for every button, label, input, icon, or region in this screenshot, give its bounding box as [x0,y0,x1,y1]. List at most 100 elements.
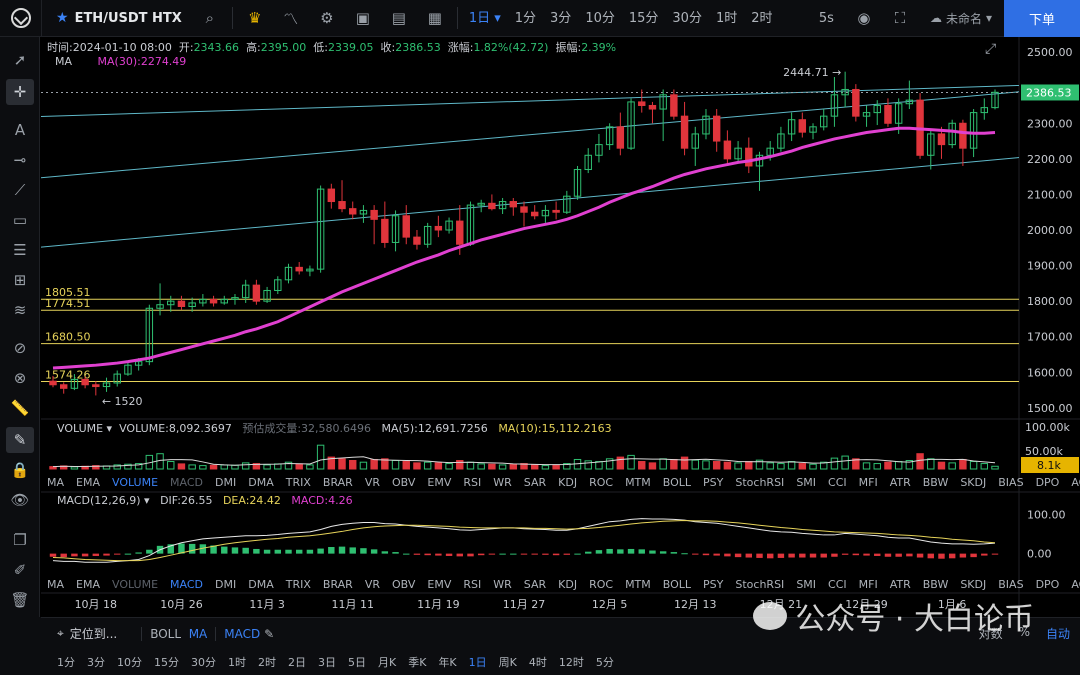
period-10[interactable]: 月K [378,656,397,669]
interval-2[interactable]: 3分 [550,10,572,26]
indicator-tab-volume[interactable]: VOLUME [111,475,159,489]
indicator-tab-stochrsi[interactable]: StochRSI [735,577,785,591]
period-17[interactable]: 5分 [595,656,614,669]
indicator-tab-kdj[interactable]: KDJ [558,475,578,489]
indicator-tab-kdj[interactable]: KDJ [558,577,578,591]
indicator-chart-icon[interactable]: 〽 [283,9,299,28]
period-14[interactable]: 周K [498,656,517,669]
period-12[interactable]: 年K [438,656,457,669]
indicator-tab-vr[interactable]: VR [364,577,380,591]
indicator-tab-bias[interactable]: BIAS [998,577,1024,591]
indicator-tab-obv[interactable]: OBV [392,475,416,489]
period-11[interactable]: 季K [408,656,427,669]
indicator-tab-dmi[interactable]: DMI [215,577,237,591]
layout-name-dropdown[interactable]: ☁ 未命名 ▾ [918,10,1004,27]
indicator-tab-stochrsi[interactable]: StochRSI [735,475,785,489]
indicator-tab-vr[interactable]: VR [364,475,380,489]
macd-toggle[interactable]: MACD [224,626,261,641]
auto-scale-toggle[interactable]: 自动 [1045,627,1070,641]
indicator-tab-ao[interactable]: AO [1071,475,1080,489]
indicator-tab-atr[interactable]: ATR [889,577,911,591]
indicator-tab-volume[interactable]: VOLUME [111,577,159,591]
indicator-tab-dma[interactable]: DMA [248,475,274,489]
volume-legend[interactable]: VOLUME ▾ VOLUME:8,092.3697 预估成交量:32,580.… [57,422,612,435]
indicator-tab-obv[interactable]: OBV [392,577,416,591]
indicator-tab-mtm[interactable]: MTM [625,475,651,489]
period-0[interactable]: 1分 [57,656,75,669]
crosshair-icon[interactable]: ✛ [6,79,34,105]
cursor-arrow-icon[interactable]: ➚ [13,51,27,69]
indicator-tab-psy[interactable]: PSY [703,577,724,591]
visibility-icon[interactable]: 👁 [10,491,30,509]
indicator-tab-psy[interactable]: PSY [703,475,724,489]
fibonacci-icon[interactable]: ⊞ [13,271,27,289]
indicator-tab-bbw[interactable]: BBW [922,577,949,591]
interval-1[interactable]: 1分 [514,10,537,26]
text-tool-icon[interactable]: A [14,121,26,139]
indicator-tab-dmi[interactable]: DMI [215,475,237,489]
indicator-tab-dma[interactable]: DMA [248,577,274,591]
period-4[interactable]: 30分 [191,656,216,669]
pattern-icon[interactable]: ≋ [13,301,27,319]
interval-6[interactable]: 1时 [715,10,738,26]
interval-7[interactable]: 2时 [751,10,773,26]
period-9[interactable]: 5日 [348,656,366,669]
parallel-channel-icon[interactable]: ☰ [13,241,27,259]
indicator-tab-skdj[interactable]: SKDJ [960,577,987,591]
indicator-tab-roc[interactable]: ROC [589,475,614,489]
period-13[interactable]: 1日 [468,656,487,669]
app-logo[interactable] [0,0,42,37]
trend-line-icon[interactable]: ⟋ [14,181,26,199]
indicator-tab-mfi[interactable]: MFI [858,577,878,591]
period-2[interactable]: 10分 [117,656,142,669]
indicator-tab-emv[interactable]: EMV [427,577,452,591]
symbol-selector[interactable]: ★ ETH/USDT HTX [42,10,192,26]
indicator-tab-mtm[interactable]: MTM [625,577,651,591]
indicator-tab-smi[interactable]: SMI [796,577,817,591]
indicator-tab-ma[interactable]: MA [47,577,65,591]
indicator-tab-ema[interactable]: EMA [76,475,100,489]
indicator-tab-trix[interactable]: TRIX [285,475,311,489]
ruler-icon[interactable]: 📏 [10,399,30,417]
bookmark-icon[interactable]: ❐ [13,531,27,549]
indicator-tab-brar[interactable]: BRAR [322,475,353,489]
boll-toggle[interactable]: BOLL [150,626,182,641]
indicator-tab-brar[interactable]: BRAR [322,577,353,591]
indicator-tab-dpo[interactable]: DPO [1035,577,1060,591]
period-15[interactable]: 4时 [528,656,547,669]
seconds-interval-button[interactable]: 5s [818,10,834,26]
indicator-tab-cci[interactable]: CCI [828,475,847,489]
indicator-tab-dpo[interactable]: DPO [1035,475,1060,489]
image-icon[interactable]: ▣ [355,9,370,27]
brush-icon[interactable]: ✎ [6,427,34,453]
log-scale-toggle[interactable]: 对数 [978,627,1003,641]
interval-5[interactable]: 30分 [672,10,702,26]
indicator-tab-sar[interactable]: SAR [523,475,547,489]
fullscreen-icon[interactable]: ⛶ [894,9,906,27]
favorite-star-icon[interactable]: ★ [56,10,69,26]
interval-0[interactable]: 1日 ▾ [468,10,501,26]
indicator-tab-rsi[interactable]: RSI [463,577,482,591]
indicator-tab-emv[interactable]: EMV [427,475,452,489]
order-button[interactable]: 下单 [1004,0,1080,37]
indicator-tab-ao[interactable]: AO [1071,577,1080,591]
percent-scale-toggle[interactable]: % [1018,625,1030,639]
indicator-tab-boll[interactable]: BOLL [662,577,692,591]
crown-icon[interactable]: ♛ [248,9,262,27]
edit-list-icon[interactable]: ✐ [13,561,27,579]
indicator-tab-smi[interactable]: SMI [796,475,817,489]
indicator-tab-bias[interactable]: BIAS [998,475,1024,489]
settings-gear-icon[interactable]: ⚙ [320,9,334,27]
horizontal-line-icon[interactable]: ⊸ [13,151,27,169]
indicator-tab-rsi[interactable]: RSI [463,475,482,489]
period-3[interactable]: 15分 [154,656,179,669]
indicator-tab-wr[interactable]: WR [493,577,512,591]
camera-icon[interactable]: ◉ [857,9,871,27]
indicator-tab-macd[interactable]: MACD [170,577,204,591]
ma-legend[interactable]: MA MA(30):2274.49 [55,55,186,68]
indicator-tab-roc[interactable]: ROC [589,577,614,591]
period-5[interactable]: 1时 [228,656,246,669]
period-7[interactable]: 2日 [288,656,306,669]
indicator-tab-boll[interactable]: BOLL [662,475,692,489]
indicator-tab-trix[interactable]: TRIX [285,577,311,591]
